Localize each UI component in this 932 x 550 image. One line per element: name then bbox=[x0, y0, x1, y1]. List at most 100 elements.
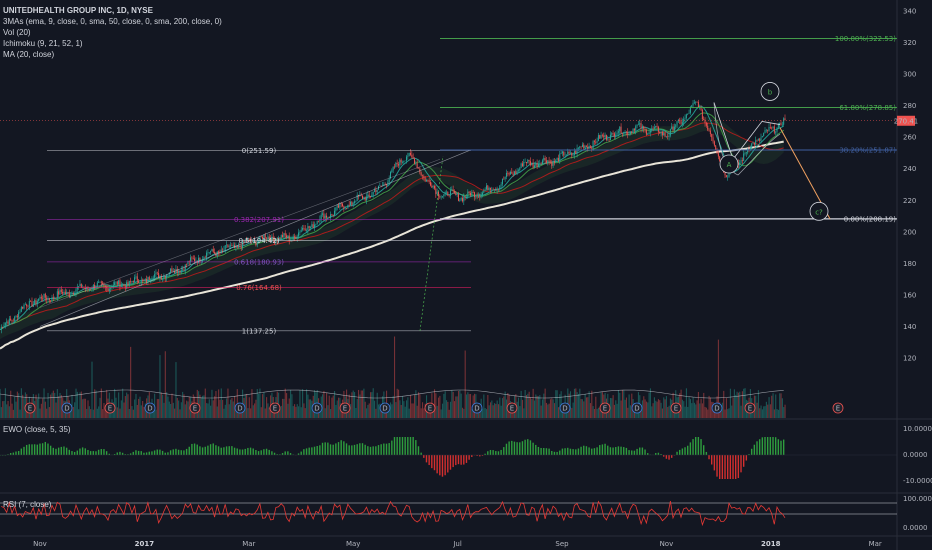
ewo-bar bbox=[15, 451, 17, 455]
candle-body bbox=[130, 281, 132, 282]
candle-body bbox=[553, 161, 555, 163]
candle-body bbox=[284, 233, 286, 236]
ewo-bar bbox=[180, 450, 182, 455]
volume-bar bbox=[246, 394, 248, 418]
candle-body bbox=[640, 123, 642, 129]
ewo-bar bbox=[489, 449, 492, 455]
candle-body bbox=[194, 258, 196, 262]
candle-body bbox=[272, 236, 274, 241]
candle-body bbox=[84, 288, 86, 290]
candle-body bbox=[66, 292, 68, 294]
ewo-bar bbox=[124, 454, 126, 455]
ewo-bar bbox=[519, 442, 521, 455]
candle-body bbox=[134, 277, 136, 283]
candle-body bbox=[171, 268, 173, 272]
volume-bar bbox=[98, 406, 100, 418]
ewo-bar bbox=[543, 447, 545, 455]
candle-body bbox=[146, 279, 148, 283]
ewo-bar bbox=[225, 446, 228, 455]
ewo-bar bbox=[153, 450, 156, 455]
candle-body bbox=[741, 160, 743, 161]
candle-body bbox=[584, 145, 586, 148]
earnings-marker bbox=[744, 402, 756, 414]
candle-body bbox=[739, 162, 741, 165]
candle-body bbox=[334, 210, 336, 215]
candle-body bbox=[503, 178, 505, 180]
volume-bar bbox=[351, 392, 353, 418]
candle-body bbox=[499, 185, 501, 190]
volume-bar bbox=[649, 388, 651, 418]
candle-body bbox=[390, 172, 392, 179]
candle-body bbox=[620, 126, 622, 134]
ewo-bar bbox=[343, 441, 345, 455]
candle-body bbox=[179, 270, 181, 273]
candle-body bbox=[211, 249, 213, 252]
candle-body bbox=[455, 192, 457, 196]
candle-body bbox=[64, 291, 66, 294]
trendline bbox=[39, 149, 472, 327]
candle-body bbox=[139, 282, 141, 284]
ewo-bar bbox=[25, 444, 28, 455]
earnings-marker-label: E bbox=[510, 405, 514, 413]
volume-bar bbox=[155, 409, 157, 418]
candle-body bbox=[388, 178, 390, 183]
candle-body bbox=[299, 232, 301, 233]
volume-bar bbox=[284, 388, 286, 418]
volume-bar bbox=[263, 392, 265, 418]
candle-body bbox=[294, 236, 296, 238]
volume-bar bbox=[621, 390, 624, 418]
volume-bar bbox=[504, 391, 506, 418]
ewo-bar bbox=[239, 449, 241, 455]
volume-bar bbox=[336, 400, 338, 418]
candle-body bbox=[396, 162, 398, 165]
candle-body bbox=[107, 287, 109, 292]
volume-bar bbox=[769, 404, 771, 418]
candle-body bbox=[367, 194, 369, 197]
fib-level-label: 0.382(207.91) bbox=[234, 216, 284, 224]
volume-bar bbox=[371, 392, 373, 418]
volume-bar bbox=[569, 391, 572, 418]
ewo-bar bbox=[580, 446, 582, 455]
candle-body bbox=[338, 205, 340, 208]
volume-bar bbox=[705, 407, 707, 418]
volume-bar bbox=[528, 391, 530, 418]
candle-body bbox=[356, 194, 358, 201]
ewo-bar bbox=[255, 449, 257, 455]
candle-body bbox=[511, 171, 513, 174]
volume-bar bbox=[417, 392, 420, 418]
volume-bar bbox=[299, 390, 301, 418]
candle-body bbox=[191, 257, 193, 259]
volume-bar bbox=[84, 398, 86, 418]
volume-bar bbox=[436, 405, 438, 418]
candle-body bbox=[22, 306, 24, 309]
candle-body bbox=[685, 114, 687, 119]
candle-body bbox=[52, 297, 54, 299]
candle-body bbox=[428, 180, 430, 183]
candle-body bbox=[43, 293, 45, 299]
candle-body bbox=[232, 245, 234, 246]
candle-body bbox=[621, 133, 623, 134]
dividend-marker bbox=[61, 402, 73, 414]
ewo-bar bbox=[780, 440, 782, 455]
candle-body bbox=[592, 141, 594, 149]
ewo-bar bbox=[540, 447, 542, 455]
candle-body bbox=[126, 282, 128, 289]
candle-body bbox=[676, 121, 678, 126]
candle-body bbox=[599, 135, 601, 139]
volume-bar bbox=[756, 402, 758, 418]
candle-body bbox=[423, 176, 425, 178]
candle-body bbox=[176, 268, 178, 273]
ewo-bar bbox=[313, 446, 316, 455]
volume-bar bbox=[463, 408, 465, 418]
volume-bar bbox=[119, 408, 121, 418]
ewo-bar bbox=[655, 453, 657, 455]
volume-bar bbox=[79, 392, 81, 418]
x-tick-label: Mar bbox=[869, 540, 882, 548]
volume-bar bbox=[516, 401, 518, 418]
volume-bar bbox=[183, 394, 185, 418]
ewo-bar bbox=[39, 443, 41, 455]
ewo-bar bbox=[383, 443, 385, 455]
ewo-bar bbox=[311, 447, 313, 455]
candle-body bbox=[568, 151, 570, 154]
